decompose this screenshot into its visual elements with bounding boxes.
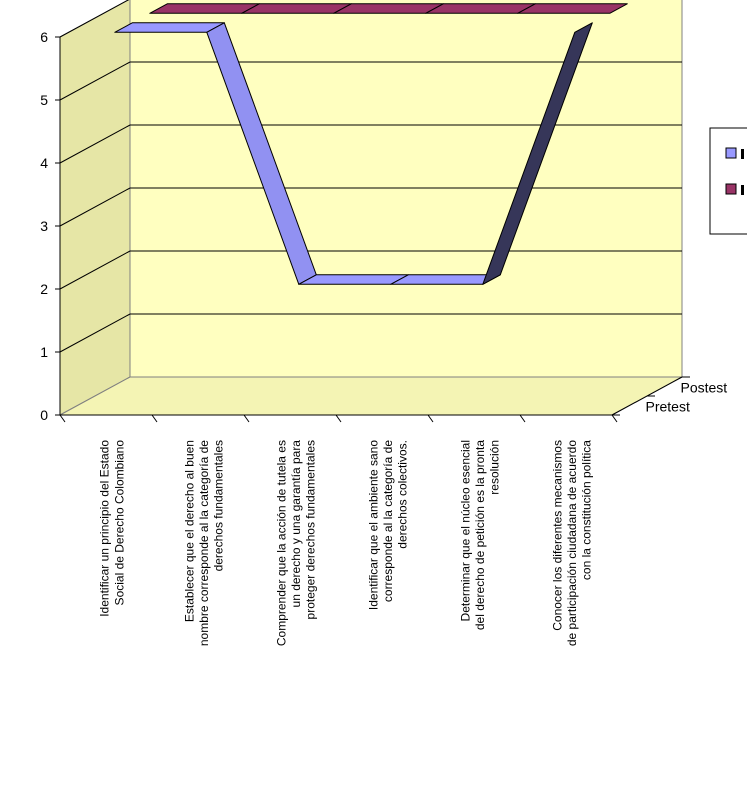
depth-axis-labels: Pretest Postest bbox=[646, 380, 728, 415]
floor bbox=[59, 376, 683, 416]
x-tick bbox=[427, 414, 434, 423]
category-label: Determinar que el núcleo esencialdel der… bbox=[459, 440, 502, 630]
series-0-segment bbox=[482, 22, 593, 285]
y-tick-labels: 0 1 2 3 4 5 6 bbox=[40, 29, 48, 423]
y-tick-label: 5 bbox=[40, 92, 48, 108]
gridlines bbox=[59, 0, 682, 353]
category-labels: Identificar un principio del EstadoSocia… bbox=[98, 440, 594, 646]
y-tick-label: 3 bbox=[40, 218, 48, 234]
series-1-segment bbox=[241, 3, 352, 14]
series-1-segment bbox=[149, 3, 260, 14]
gridline bbox=[59, 187, 682, 227]
x-tick bbox=[519, 414, 526, 423]
gridline bbox=[59, 313, 682, 353]
category-label: Identificar un principio del EstadoSocia… bbox=[98, 440, 127, 617]
series-1-segment bbox=[425, 3, 536, 14]
gridline bbox=[59, 61, 682, 101]
series-0-segment bbox=[114, 22, 225, 33]
legend-text-fragment bbox=[741, 185, 744, 195]
y-tick-label: 4 bbox=[40, 155, 48, 171]
gridline bbox=[59, 124, 682, 164]
category-label: Identificar que el ambiente sanocorrespo… bbox=[367, 440, 410, 610]
axes bbox=[55, 36, 690, 423]
category-label: Comprender que la acción de tutela esun … bbox=[275, 440, 318, 646]
series-1 bbox=[149, 3, 628, 14]
depth-label: Postest bbox=[681, 380, 728, 396]
x-tick bbox=[335, 414, 342, 423]
x-tick bbox=[59, 414, 66, 423]
gridline bbox=[59, 0, 130, 38]
legend-text-fragment bbox=[741, 149, 744, 159]
legend-swatch bbox=[725, 183, 737, 195]
legend-swatch bbox=[725, 147, 737, 159]
y-tick-label: 2 bbox=[40, 281, 48, 297]
category-label: Conocer los diferentes mecanismosde part… bbox=[551, 440, 594, 646]
depth-label: Pretest bbox=[646, 399, 690, 415]
series-1-segment bbox=[333, 3, 444, 14]
series-layer bbox=[114, 3, 628, 285]
legend-box bbox=[709, 127, 747, 235]
x-tick bbox=[151, 414, 158, 423]
series-1-segment bbox=[517, 3, 628, 14]
y-tick-label: 1 bbox=[40, 344, 48, 360]
y-tick-label: 6 bbox=[40, 29, 48, 45]
series-0-segment bbox=[298, 274, 409, 285]
series-0 bbox=[114, 22, 593, 285]
x-tick bbox=[611, 414, 618, 423]
legend bbox=[709, 127, 747, 235]
category-label: Establecer que el derecho al buennombre … bbox=[183, 440, 226, 646]
x-tick bbox=[243, 414, 250, 423]
y-tick-label: 0 bbox=[40, 407, 48, 423]
